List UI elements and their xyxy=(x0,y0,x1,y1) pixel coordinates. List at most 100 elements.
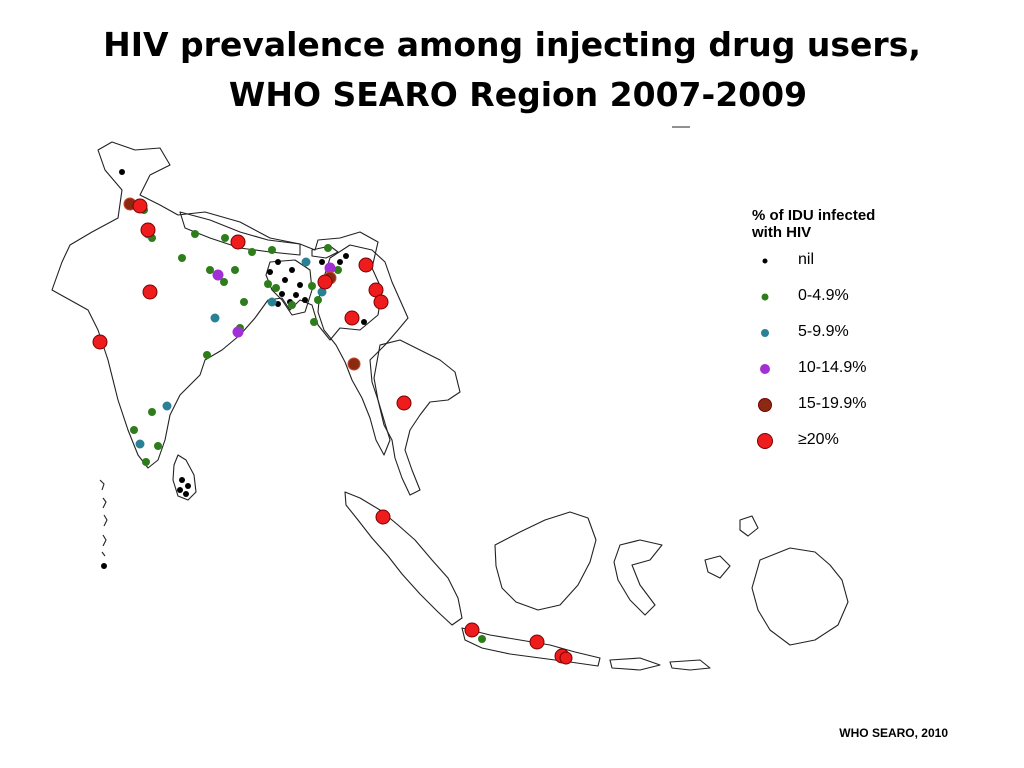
legend-item-0-4.9: 0-4.9% xyxy=(752,285,952,321)
point-0-4.9 xyxy=(268,246,276,254)
point-0-4.9 xyxy=(191,230,199,238)
point-0-4.9 xyxy=(154,442,162,450)
point-nil xyxy=(275,259,281,265)
point-nil xyxy=(185,483,191,489)
legend-swatch-nil xyxy=(762,258,768,264)
legend-title-line2: with HIV xyxy=(752,224,812,241)
legend-title-line1: % of IDU infected xyxy=(752,207,876,224)
point-nil xyxy=(119,169,125,175)
legend-swatch-5-9.9 xyxy=(761,329,769,337)
point-20-plus xyxy=(317,274,333,290)
point-5-9.9 xyxy=(267,297,277,307)
point-nil xyxy=(267,269,273,275)
legend-item-nil: nil xyxy=(752,249,952,285)
legend-label-5-9.9: 5-9.9% xyxy=(798,323,849,340)
point-0-4.9 xyxy=(248,248,256,256)
point-0-4.9 xyxy=(148,408,156,416)
point-20-plus xyxy=(358,257,374,273)
point-5-9.9 xyxy=(301,257,311,267)
map-title-line2: WHO SEARO Region 2007-2009 xyxy=(228,75,808,114)
point-nil xyxy=(177,487,183,493)
point-nil xyxy=(282,277,288,283)
point-15-19.9 xyxy=(347,357,361,371)
point-0-4.9 xyxy=(288,301,296,309)
borneo-outline xyxy=(494,511,597,611)
point-nil xyxy=(343,253,349,259)
point-20-plus xyxy=(375,509,391,525)
legend-item-20: ≥20% xyxy=(752,429,952,465)
point-5-9.9 xyxy=(210,313,220,323)
point-0-4.9 xyxy=(178,254,186,262)
point-20-plus xyxy=(529,634,545,650)
maldives-outline xyxy=(99,479,108,557)
map-title: HIV prevalence among injecting drug user… xyxy=(0,20,1024,120)
legend-item-5-9.9: 5-9.9% xyxy=(752,321,952,357)
point-nil xyxy=(279,291,285,297)
point-nil xyxy=(337,259,343,265)
point-20-plus xyxy=(230,234,246,250)
point-10-14.9 xyxy=(324,262,336,274)
point-0-4.9 xyxy=(310,318,318,326)
myanmar-outline xyxy=(317,244,409,456)
legend-swatch-10-14.9 xyxy=(760,364,770,374)
point-nil xyxy=(101,563,107,569)
legend-item-10-14.9: 10-14.9% xyxy=(752,357,952,393)
point-0-4.9 xyxy=(130,426,138,434)
source-note: WHO SEARO, 2010 xyxy=(839,726,948,740)
legend-title: % of IDU infected with HIV xyxy=(752,207,952,241)
point-0-4.9 xyxy=(478,635,486,643)
sumatra-outline xyxy=(344,491,463,626)
sri-lanka-outline xyxy=(172,454,197,501)
point-0-4.9 xyxy=(206,266,214,274)
legend-swatch-20 xyxy=(757,433,773,449)
point-0-4.9 xyxy=(264,280,272,288)
point-nil xyxy=(361,319,367,325)
sulawesi-outline xyxy=(613,539,663,616)
point-20-plus xyxy=(142,284,158,300)
point-20-plus xyxy=(396,395,412,411)
map-legend: % of IDU infected with HIV nil 0-4.9% 5-9.… xyxy=(752,207,952,465)
data-points xyxy=(92,169,573,665)
point-20-plus xyxy=(344,310,360,326)
point-0-4.9 xyxy=(272,284,280,292)
point-0-4.9 xyxy=(324,244,332,252)
point-nil xyxy=(183,491,189,497)
point-nil xyxy=(293,292,299,298)
papua-outline xyxy=(751,547,849,646)
thailand-outline xyxy=(373,339,461,496)
point-5-9.9 xyxy=(162,401,172,411)
point-20-plus xyxy=(132,198,148,214)
point-20-plus xyxy=(373,294,389,310)
point-5-9.9 xyxy=(317,287,327,297)
point-0-4.9 xyxy=(221,234,229,242)
point-nil xyxy=(289,267,295,273)
point-20-plus xyxy=(92,334,108,350)
nepal-outline xyxy=(179,211,301,256)
java-outline xyxy=(461,627,601,667)
point-10-14.9 xyxy=(212,269,224,281)
point-5-9.9 xyxy=(135,439,145,449)
point-10-14.9 xyxy=(232,326,244,338)
india-outline xyxy=(51,141,383,469)
point-nil xyxy=(179,477,185,483)
legend-label-20: ≥20% xyxy=(798,431,839,448)
point-0-4.9 xyxy=(203,351,211,359)
map-title-line1: HIV prevalence among injecting drug user… xyxy=(103,25,921,64)
legend-label-10-14.9: 10-14.9% xyxy=(798,359,867,376)
point-0-4.9 xyxy=(231,266,239,274)
point-0-4.9 xyxy=(314,296,322,304)
point-0-4.9 xyxy=(240,298,248,306)
point-nil xyxy=(275,301,281,307)
point-nil xyxy=(302,297,308,303)
legend-item-15-19.9: 15-19.9% xyxy=(752,393,952,429)
legend-items: nil 0-4.9% 5-9.9% 10-14.9% 15-19.9% ≥20% xyxy=(752,249,952,465)
maluku-outline xyxy=(704,515,759,579)
point-20-plus xyxy=(559,651,573,665)
point-0-4.9 xyxy=(142,458,150,466)
legend-swatch-0-4.9 xyxy=(761,293,769,301)
point-0-4.9 xyxy=(334,266,342,274)
point-0-4.9 xyxy=(220,278,228,286)
legend-label-0-4.9: 0-4.9% xyxy=(798,287,849,304)
point-20-plus xyxy=(140,222,156,238)
